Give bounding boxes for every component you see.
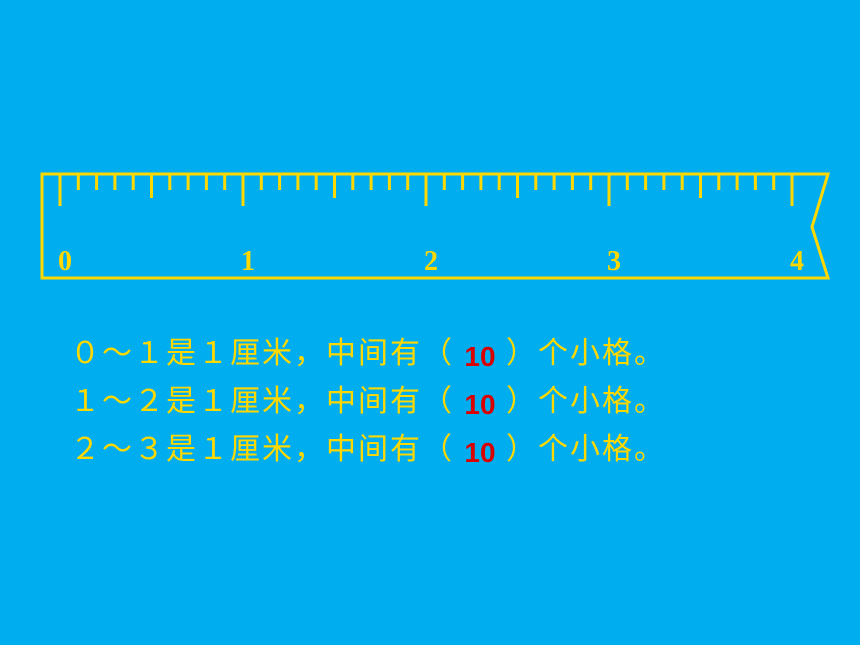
line-3: ２～３是１厘米，中间有（10）个小格。	[70, 426, 830, 474]
ruler-svg: 0 1 2 3 4	[40, 170, 830, 280]
line-1-post: ）个小格。	[506, 337, 666, 370]
svg-text:0: 0	[58, 246, 72, 277]
line-3-answer: 10	[454, 429, 506, 477]
svg-text:2: 2	[424, 246, 438, 277]
line-2-pre: １～２是１厘米，中间有（	[70, 385, 454, 418]
line-1-answer: 10	[454, 333, 506, 381]
ruler: 0 1 2 3 4	[40, 170, 830, 280]
line-3-pre: ２～３是１厘米，中间有（	[70, 433, 454, 466]
line-3-post: ）个小格。	[506, 433, 666, 466]
line-1-pre: ０～１是１厘米，中间有（	[70, 337, 454, 370]
svg-text:4: 4	[790, 246, 804, 277]
line-1: ０～１是１厘米，中间有（10）个小格。	[70, 330, 830, 378]
line-2-answer: 10	[454, 381, 506, 429]
line-2-post: ）个小格。	[506, 385, 666, 418]
svg-text:3: 3	[607, 246, 621, 277]
line-2: １～２是１厘米，中间有（10）个小格。	[70, 378, 830, 426]
svg-text:1: 1	[241, 246, 255, 277]
text-block: ０～１是１厘米，中间有（10）个小格。 １～２是１厘米，中间有（10）个小格。 …	[70, 330, 830, 474]
